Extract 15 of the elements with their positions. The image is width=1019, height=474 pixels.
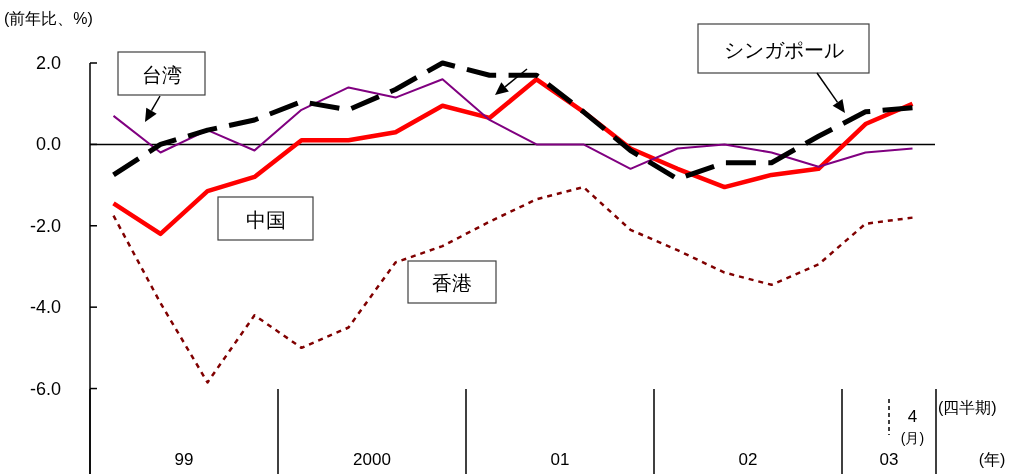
y-tick-label: -4.0 <box>29 297 61 318</box>
y-tick-label: 2.0 <box>35 53 61 73</box>
x-tick-label: 4 (月) <box>900 406 925 446</box>
y-axis-title: (前年比、%) <box>4 9 93 27</box>
x-group-label: 03 <box>879 449 899 469</box>
x-axis-title: (四半期) (年) <box>938 398 1006 468</box>
x-group-label: 02 <box>738 449 758 469</box>
y-tick-label: -2.0 <box>29 215 61 236</box>
x-group-label: 99 <box>174 449 194 469</box>
series-label: 中国 <box>245 208 286 231</box>
y-tick-label: -6.0 <box>29 378 61 399</box>
series-label: 香港 <box>432 272 472 294</box>
x-group-label: 2000 <box>353 449 391 469</box>
x-group-label: 01 <box>550 449 570 469</box>
y-tick-label: 0.0 <box>35 134 61 155</box>
